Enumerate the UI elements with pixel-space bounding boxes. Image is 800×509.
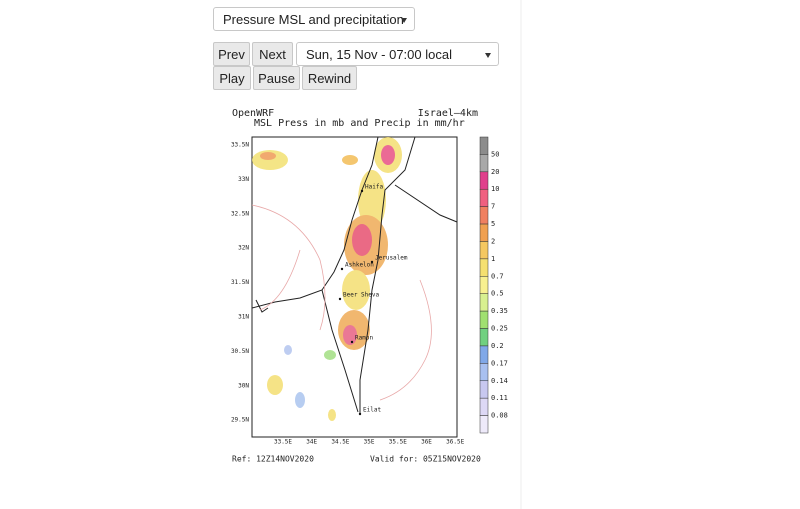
colorbar-segment [479, 363, 489, 382]
y-label: 32.5N [231, 210, 249, 217]
city-dot [340, 267, 344, 271]
colorbar-label: 0.25 [491, 325, 508, 333]
colorbar-label: 10 [491, 185, 499, 193]
colorbar-segment [479, 328, 489, 347]
x-label: 36.5E [446, 439, 464, 446]
colorbar-segment [479, 380, 489, 399]
city-label: Jerusalem [375, 255, 408, 262]
city-dot [338, 297, 342, 301]
pause-button[interactable]: Pause [253, 66, 300, 90]
colorbar-segment [479, 293, 489, 312]
y-label: 32N [238, 245, 249, 252]
city-dot [358, 412, 362, 416]
colorbar-label: 0.14 [491, 377, 508, 385]
y-label: 31N [238, 314, 249, 321]
city-label: Ramon [355, 335, 373, 342]
colorbar-segment [479, 345, 489, 364]
colorbar-segment [479, 188, 489, 207]
x-label: 34.5E [331, 439, 349, 446]
city-label: Beer Sheva [343, 292, 380, 299]
colorbar-label: 1 [491, 255, 495, 263]
y-label: 30N [238, 382, 249, 389]
colorbar-label: 50 [491, 150, 499, 158]
y-label: 31.5N [231, 279, 249, 286]
prev-button[interactable]: Prev [213, 42, 250, 66]
model: OpenWRF [232, 108, 274, 119]
colorbar-segment [479, 241, 489, 260]
y-label: 30.5N [231, 348, 249, 355]
city-label: Eilat [363, 407, 381, 414]
colorbar-segment [479, 258, 489, 277]
subtitle: MSL Press in mb and Precip in mm/hr [254, 118, 465, 129]
colorbar-label: 0.7 [491, 272, 504, 280]
colorbar-label: 0.11 [491, 394, 508, 402]
colorbar-segment [479, 397, 489, 416]
colorbar-segment [479, 171, 489, 190]
valid: Valid for: 05Z15NOV2020 [370, 455, 481, 464]
isobars [251, 204, 432, 401]
x-label: 34E [306, 439, 317, 446]
y-label: 33.5N [231, 142, 249, 149]
rewind-button[interactable]: Rewind [302, 66, 357, 90]
colorbar-label: 0.2 [491, 342, 504, 350]
variable-select[interactable]: Pressure MSL and precipitation [213, 7, 415, 31]
axis-ticks: 33.5N 33N 32.5N 32N 31.5N 31N 30.5N 30N 29.5N 33.… [231, 136, 508, 446]
x-label: 35E [364, 439, 375, 446]
play-button[interactable]: Play [213, 66, 251, 90]
x-label: 33.5E [274, 439, 292, 446]
colorbar-label: 5 [491, 220, 495, 228]
colorbar-label: 2 [491, 237, 495, 245]
colorbar-segment [479, 223, 489, 242]
borders [251, 136, 458, 415]
x-label: 36E [421, 439, 432, 446]
time-select[interactable]: Sun, 15 Nov - 07:00 local [296, 42, 499, 66]
next-button[interactable]: Next [252, 42, 293, 66]
colorbar-segment [479, 206, 489, 225]
city-dot [350, 340, 354, 344]
colorbar-label: 0.35 [491, 307, 508, 315]
colorbar-segment [479, 276, 489, 294]
colorbar-label: 0.08 [491, 412, 508, 420]
y-label: 29.5N [231, 417, 249, 424]
colorbar-segment [479, 154, 489, 173]
precipitation [252, 137, 402, 421]
ref: Ref: 12Z14NOV2020 [232, 455, 314, 464]
city-dot [370, 260, 374, 264]
city-label: Ashkelon [345, 262, 374, 269]
y-label: 33N [238, 176, 249, 183]
colorbar-segment [479, 136, 489, 155]
colorbar-label: 0.5 [491, 290, 504, 298]
city-label: Haifa [365, 184, 383, 191]
x-label: 35.5E [389, 439, 407, 446]
colorbar-segment [479, 415, 489, 434]
colorbar-label: 0.17 [491, 359, 508, 367]
domain: Israel—4km [418, 108, 478, 119]
colorbar-segment [479, 310, 489, 329]
city-dot [360, 189, 364, 193]
colorbar-label: 7 [491, 203, 495, 211]
colorbar-label: 20 [491, 168, 499, 176]
